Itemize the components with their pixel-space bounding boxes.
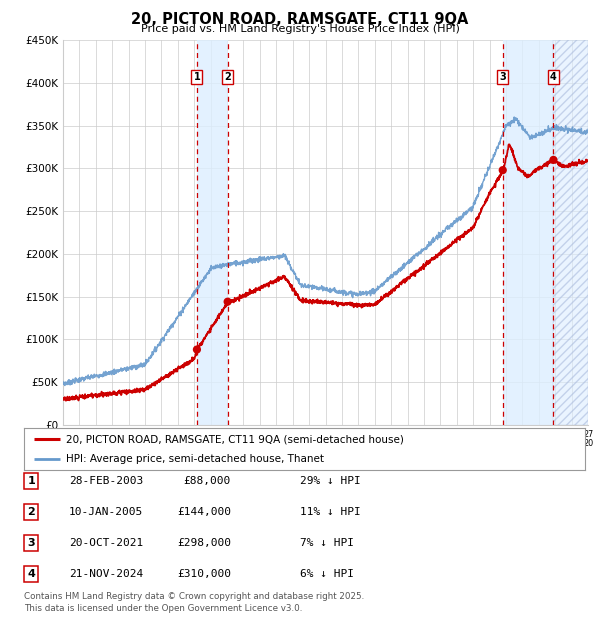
Text: £298,000: £298,000 [177,538,231,548]
Text: 2: 2 [28,507,35,517]
Bar [553,40,588,425]
Text: 4: 4 [550,72,557,82]
Text: £144,000: £144,000 [177,507,231,517]
Text: 20, PICTON ROAD, RAMSGATE, CT11 9QA: 20, PICTON ROAD, RAMSGATE, CT11 9QA [131,12,469,27]
Text: 3: 3 [28,538,35,548]
Bar [197,40,227,425]
Bar [503,40,553,425]
Text: Contains HM Land Registry data © Crown copyright and database right 2025.
This d: Contains HM Land Registry data © Crown c… [24,591,364,613]
Point [192,345,202,355]
Text: 28-FEB-2003: 28-FEB-2003 [69,476,143,486]
Text: 2: 2 [224,72,231,82]
Text: 10-JAN-2005: 10-JAN-2005 [69,507,143,517]
Text: 20-OCT-2021: 20-OCT-2021 [69,538,143,548]
Point [498,165,508,175]
Text: 3: 3 [499,72,506,82]
Text: 20, PICTON ROAD, RAMSGATE, CT11 9QA (semi-detached house): 20, PICTON ROAD, RAMSGATE, CT11 9QA (sem… [66,434,404,444]
Text: 11% ↓ HPI: 11% ↓ HPI [300,507,361,517]
Point [548,155,558,165]
Point [223,297,232,307]
Text: Price paid vs. HM Land Registry's House Price Index (HPI): Price paid vs. HM Land Registry's House … [140,24,460,33]
Text: 1: 1 [194,72,200,82]
Text: 21-NOV-2024: 21-NOV-2024 [69,569,143,579]
Text: 1: 1 [28,476,35,486]
Text: £310,000: £310,000 [177,569,231,579]
Text: 4: 4 [27,569,35,579]
Text: HPI: Average price, semi-detached house, Thanet: HPI: Average price, semi-detached house,… [66,454,324,464]
Text: 7% ↓ HPI: 7% ↓ HPI [300,538,354,548]
Text: 29% ↓ HPI: 29% ↓ HPI [300,476,361,486]
Text: £88,000: £88,000 [184,476,231,486]
Text: 6% ↓ HPI: 6% ↓ HPI [300,569,354,579]
